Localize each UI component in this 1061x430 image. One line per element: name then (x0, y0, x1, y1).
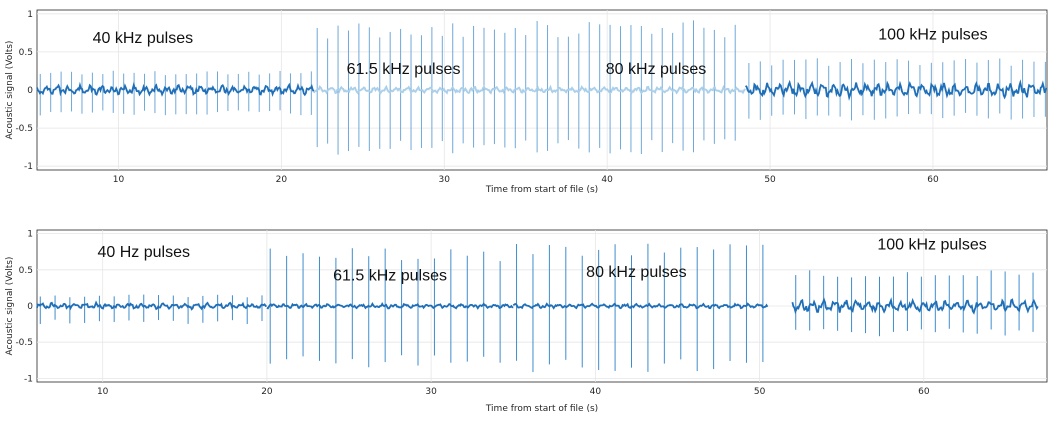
x-tick-label: 60 (918, 387, 930, 397)
x-tick-label: 10 (97, 387, 109, 397)
y-axis-label: Acoustic signal (Volts) (5, 257, 15, 356)
x-tick-label: 50 (754, 387, 766, 397)
segment-40-khz (36, 70, 315, 116)
x-axis-label: Time from start of file (s) (485, 185, 598, 195)
signal-trace (512, 302, 769, 310)
x-tick-label: 40 (590, 387, 602, 397)
segment-80-khz (512, 243, 769, 373)
y-tick-label: 0 (27, 302, 33, 312)
x-tick-label: 30 (439, 175, 451, 185)
chart-panel-2: 10 20 30 40 50 60 1 0.5 0 -0.5 -1 Time from start o… (5, 229, 1048, 414)
y-tick-label: 1 (27, 10, 33, 20)
signal-trace (36, 300, 267, 311)
signal-trace (533, 84, 746, 95)
signal-trace (744, 79, 1048, 101)
annotation-label: 100 kHz pulses (878, 27, 987, 44)
x-tick-label: 20 (261, 387, 273, 397)
annotation-label: 100 kHz pulses (877, 237, 986, 254)
x-tick-label: 30 (425, 387, 437, 397)
y-tick-label: -1 (24, 374, 33, 384)
segment-100-khz (744, 58, 1048, 121)
annotation-label: 61.5 kHz pulses (333, 268, 447, 285)
x-tick-label: 10 (113, 175, 125, 185)
y-axis-label: Acoustic signal (Volts) (5, 41, 15, 140)
x-tick-label: 20 (276, 175, 288, 185)
segment-61-5-khz (313, 23, 534, 155)
y-tick-label: -1 (24, 162, 33, 172)
annotation-label: 80 kHz pulses (606, 61, 707, 78)
signal-trace (791, 297, 1039, 315)
y-tick-label: 0.5 (19, 266, 33, 276)
x-axis-label: Time from start of file (s) (485, 404, 598, 414)
annotation-label: 40 Hz pulses (97, 244, 190, 261)
segment-80-khz (533, 20, 746, 154)
signal-trace (313, 84, 534, 95)
segment-40-hz (36, 294, 267, 325)
annotation-label: 40 kHz pulses (93, 30, 194, 47)
signal-trace (36, 81, 315, 98)
x-tick-label: 50 (764, 175, 776, 185)
y-tick-label: -0.5 (15, 338, 33, 348)
x-tick-label: 60 (927, 175, 939, 185)
y-tick-label: 1 (27, 230, 33, 240)
y-tick-label: -0.5 (15, 124, 33, 134)
y-tick-label: 0.5 (19, 48, 33, 58)
y-tick-label: 0 (27, 86, 33, 96)
signal-trace (266, 301, 514, 310)
segment-100-khz (791, 270, 1039, 337)
annotation-label: 80 kHz pulses (586, 264, 687, 281)
chart-panel-1: 10 20 30 40 50 60 1 0.5 0 -0.5 -1 Time from start o… (5, 9, 1048, 195)
annotation-label: 61.5 kHz pulses (347, 61, 461, 78)
segment-61-5-khz (266, 248, 514, 368)
x-tick-label: 40 (601, 175, 613, 185)
